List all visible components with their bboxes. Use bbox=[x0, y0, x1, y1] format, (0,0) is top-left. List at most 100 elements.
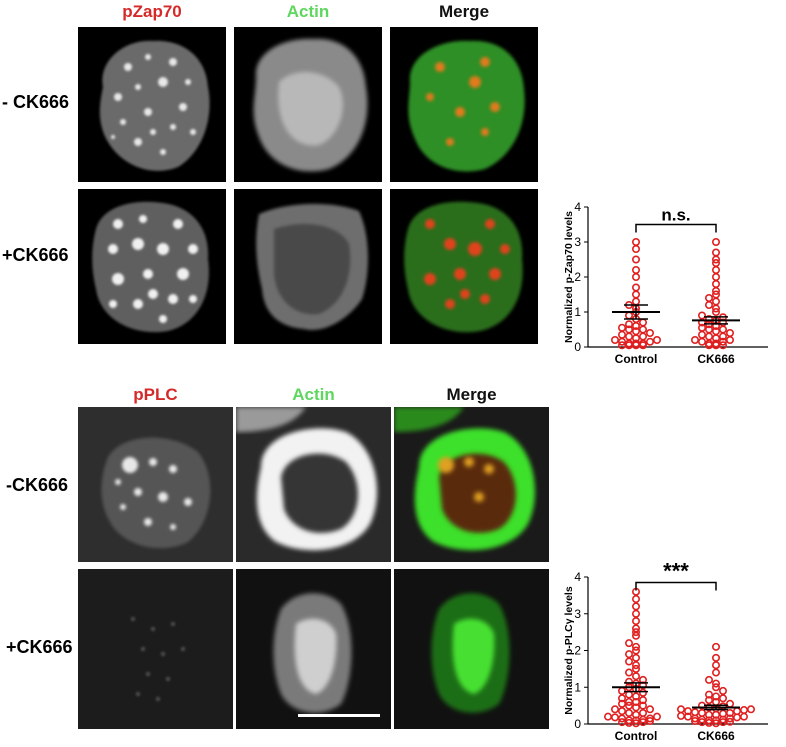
data-point bbox=[677, 705, 686, 714]
data-point bbox=[677, 711, 686, 720]
plot-pzap70: Normalized p-Zap70 levels 0 1 2 3 4 Control CK6… bbox=[560, 195, 786, 370]
data-point bbox=[733, 707, 742, 716]
data-point bbox=[747, 705, 756, 714]
data-point bbox=[639, 325, 648, 334]
data-point bbox=[698, 311, 707, 320]
data-point bbox=[617, 718, 626, 727]
data-point bbox=[698, 708, 707, 717]
header-merge-top: Merge bbox=[438, 2, 490, 21]
x-tick-label: CK666 bbox=[697, 729, 735, 743]
micrograph-pzap70-ck666 bbox=[78, 189, 226, 344]
y-tick-label: 0 bbox=[574, 340, 581, 354]
data-point bbox=[625, 677, 634, 686]
data-point bbox=[712, 259, 721, 268]
y-tick-label: 4 bbox=[574, 200, 581, 214]
data-point bbox=[705, 325, 714, 334]
data-point bbox=[639, 688, 648, 697]
pplc-scatter-svg: Normalized p-PLCγ levels 0 1 2 3 4 Control CK66… bbox=[563, 559, 768, 743]
y-tick-label: 1 bbox=[574, 680, 581, 694]
data-point bbox=[610, 713, 619, 722]
x-tick-label: Control bbox=[615, 352, 658, 366]
header-pplc: pPLC bbox=[133, 385, 178, 404]
x-tick-label: Control bbox=[615, 729, 658, 743]
data-point bbox=[719, 318, 728, 327]
data-point bbox=[705, 332, 714, 341]
y-tick-label: 4 bbox=[574, 570, 581, 584]
data-point bbox=[632, 327, 641, 336]
data-point bbox=[691, 336, 700, 345]
data-point bbox=[698, 330, 707, 339]
data-point bbox=[632, 273, 641, 282]
data-point bbox=[705, 315, 714, 324]
data-point bbox=[625, 697, 634, 706]
data-point bbox=[719, 694, 728, 703]
data-point bbox=[712, 308, 721, 317]
y-tick-label: 1 bbox=[574, 305, 581, 319]
data-point bbox=[705, 301, 714, 310]
header-actin-top: Actin bbox=[286, 2, 330, 21]
data-point bbox=[740, 712, 749, 721]
data-point bbox=[632, 642, 641, 651]
data-point bbox=[705, 294, 714, 303]
data-point bbox=[632, 244, 641, 253]
micrograph-pplc-control bbox=[78, 407, 233, 562]
significance-bracket bbox=[635, 581, 717, 591]
data-point bbox=[639, 318, 648, 327]
micrograph-merge-control-bottom bbox=[394, 407, 549, 562]
data-point bbox=[712, 668, 721, 677]
plot-pplc: Normalized p-PLCγ levels 0 1 2 3 4 Control CK66… bbox=[560, 559, 786, 743]
data-point bbox=[719, 337, 728, 346]
data-point bbox=[632, 631, 641, 640]
data-point bbox=[625, 325, 634, 334]
x-tick-label: CK666 bbox=[697, 352, 735, 366]
data-point bbox=[719, 686, 728, 695]
micrograph-actin-control-bottom bbox=[236, 407, 391, 562]
data-point bbox=[712, 661, 721, 670]
data-point bbox=[712, 297, 721, 306]
data-point bbox=[698, 323, 707, 332]
data-point bbox=[705, 690, 714, 699]
data-point bbox=[646, 329, 655, 338]
y-tick-label: 2 bbox=[574, 270, 581, 284]
data-point bbox=[603, 712, 612, 721]
data-point bbox=[632, 283, 641, 292]
data-point bbox=[610, 705, 619, 714]
data-point bbox=[625, 332, 634, 341]
data-point bbox=[684, 707, 693, 716]
data-point bbox=[632, 297, 641, 306]
row-label-plus-ck666-bottom: +CK666 bbox=[6, 637, 73, 657]
data-point bbox=[632, 602, 641, 611]
data-point bbox=[617, 330, 626, 339]
data-point bbox=[639, 701, 648, 710]
data-point bbox=[632, 617, 641, 626]
data-point bbox=[646, 717, 655, 726]
data-point bbox=[691, 717, 700, 726]
data-point bbox=[726, 708, 735, 717]
data-point bbox=[632, 628, 641, 637]
data-point bbox=[726, 329, 735, 338]
data-point bbox=[617, 707, 626, 716]
data-point bbox=[646, 714, 655, 723]
data-point bbox=[632, 661, 641, 670]
micrograph-pzap70-control bbox=[78, 27, 226, 182]
data-point bbox=[712, 237, 721, 246]
row-label-minus-ck666-top: - CK666 bbox=[2, 92, 70, 112]
data-point bbox=[632, 609, 641, 618]
data-point bbox=[632, 703, 641, 712]
data-point bbox=[712, 280, 721, 289]
data-point bbox=[712, 642, 721, 651]
y-axis-label: Normalized p-PLCγ levels bbox=[563, 586, 575, 715]
data-point bbox=[632, 646, 641, 655]
row-label-plus-ck666-top: +CK666 bbox=[2, 245, 69, 265]
data-point bbox=[726, 336, 735, 345]
micrograph-actin-ck666-top bbox=[234, 189, 382, 344]
data-point bbox=[617, 699, 626, 708]
data-point bbox=[691, 708, 700, 717]
data-point bbox=[632, 710, 641, 719]
data-point bbox=[653, 712, 662, 721]
data-point bbox=[733, 713, 742, 722]
header-actin-bottom: Actin bbox=[292, 385, 335, 404]
micrograph-actin-control-top bbox=[234, 27, 382, 182]
